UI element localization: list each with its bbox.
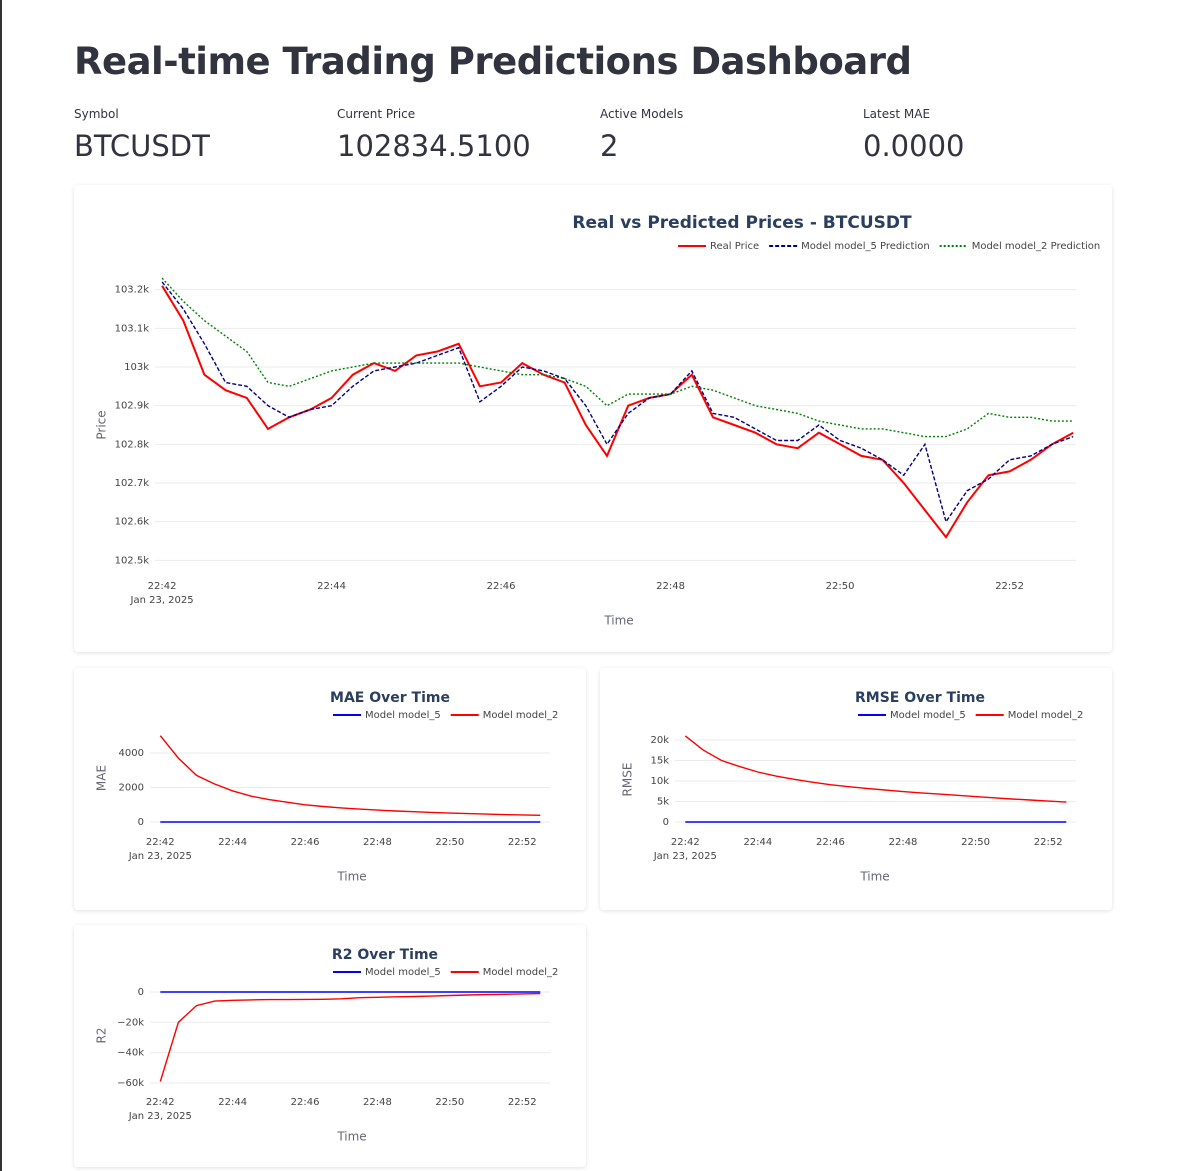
x-date-label: Jan 23, 2025 <box>128 851 192 862</box>
y-tick-label: 102.8k <box>115 439 150 450</box>
y-tick-label: 0 <box>663 817 669 828</box>
legend-label: Model model_5 Prediction <box>801 241 930 252</box>
chart-card <box>74 668 586 910</box>
y-tick-label: 20k <box>650 735 669 746</box>
y-tick-label: 5k <box>657 796 669 807</box>
x-date-label: Jan 23, 2025 <box>128 1111 192 1122</box>
x-tick-label: 22:52 <box>508 1097 537 1108</box>
metric: Latest MAE 0.0000 <box>863 107 964 163</box>
metric: Current Price 102834.5100 <box>337 107 531 163</box>
legend-label: Model model_2 <box>483 710 559 721</box>
metric-value: 0.0000 <box>863 129 965 163</box>
y-tick-label: 102.9k <box>115 401 150 412</box>
series-line <box>161 277 1074 438</box>
page-title: Real-time Trading Predictions Dashboard <box>74 40 912 83</box>
legend-label: Model model_2 <box>1008 710 1084 721</box>
x-axis-title: Time <box>859 870 889 884</box>
y-axis-title: Price <box>95 410 109 439</box>
y-tick-label: 103.1k <box>115 323 150 334</box>
x-tick-label: 22:50 <box>961 837 990 848</box>
series-line <box>159 735 541 816</box>
y-axis-title: R2 <box>95 1028 109 1044</box>
y-tick-label: 103.2k <box>115 285 150 296</box>
x-date-label: Jan 23, 2025 <box>130 595 194 606</box>
metric-label: Active Models <box>600 107 684 121</box>
x-tick-label: 22:50 <box>826 581 855 592</box>
y-axis-title: MAE <box>95 765 109 791</box>
y-tick-label: −40k <box>117 1048 144 1059</box>
legend-label: Real Price <box>710 241 759 252</box>
x-tick-label: 22:48 <box>363 1097 392 1108</box>
metric-label: Latest MAE <box>863 107 931 121</box>
y-tick-label: 102.7k <box>115 478 150 489</box>
series-line <box>684 735 1067 803</box>
metric: Active Models 2 <box>600 107 683 163</box>
chart-card <box>74 185 1112 652</box>
x-tick-label: 22:46 <box>291 1097 320 1108</box>
y-tick-label: 10k <box>650 776 669 787</box>
x-tick-label: 22:48 <box>889 837 918 848</box>
x-tick-label: 22:42 <box>148 581 177 592</box>
metric-value: BTCUSDT <box>74 129 210 163</box>
x-tick-label: 22:42 <box>146 837 175 848</box>
series-line <box>161 285 1074 539</box>
legend-label: Model model_2 <box>483 967 559 978</box>
y-tick-label: 15k <box>650 755 669 766</box>
x-tick-label: 22:48 <box>363 837 392 848</box>
x-tick-label: 22:50 <box>435 1097 464 1108</box>
metric-label: Symbol <box>74 107 119 121</box>
metric-label: Current Price <box>337 107 416 121</box>
x-tick-label: 22:44 <box>218 1097 247 1108</box>
legend-label: Model model_5 <box>890 710 966 721</box>
x-axis-title: Time <box>603 614 633 628</box>
x-tick-label: 22:52 <box>1034 837 1063 848</box>
x-tick-label: 22:52 <box>995 581 1024 592</box>
x-tick-label: 22:52 <box>508 837 537 848</box>
y-axis-title: RMSE <box>621 763 635 797</box>
chart-title: RMSE Over Time <box>855 690 985 706</box>
legend-label: Model model_5 <box>365 967 441 978</box>
chart-title: R2 Over Time <box>332 947 438 963</box>
legend-label: Model model_2 Prediction <box>972 241 1101 252</box>
x-tick-label: 22:44 <box>218 837 247 848</box>
metric-value: 102834.5100 <box>337 129 531 163</box>
y-tick-label: 0 <box>138 817 144 828</box>
chart-title: MAE Over Time <box>330 690 450 706</box>
x-tick-label: 22:42 <box>146 1097 175 1108</box>
series-line <box>161 281 1074 524</box>
x-date-label: Jan 23, 2025 <box>653 851 717 862</box>
x-axis-title: Time <box>336 1130 366 1144</box>
y-tick-label: 2000 <box>119 782 144 793</box>
legend-label: Model model_5 <box>365 710 441 721</box>
chart-card <box>74 925 586 1167</box>
metric: Symbol BTCUSDT <box>74 107 210 163</box>
x-tick-label: 22:44 <box>743 837 772 848</box>
series-line <box>159 992 541 1082</box>
metric-value: 2 <box>600 129 619 163</box>
x-tick-label: 22:48 <box>656 581 685 592</box>
x-tick-label: 22:46 <box>291 837 320 848</box>
chart-card <box>600 668 1112 910</box>
x-axis-title: Time <box>336 870 366 884</box>
y-tick-label: 102.6k <box>115 517 150 528</box>
y-tick-label: 0 <box>138 987 144 998</box>
y-tick-label: −60k <box>117 1078 144 1089</box>
x-tick-label: 22:46 <box>816 837 845 848</box>
x-tick-label: 22:44 <box>317 581 346 592</box>
x-tick-label: 22:46 <box>487 581 516 592</box>
window-edge <box>0 0 2 1171</box>
y-tick-label: −20k <box>117 1017 144 1028</box>
chart-title: Real vs Predicted Prices - BTCUSDT <box>572 213 912 233</box>
y-tick-label: 4000 <box>119 748 144 759</box>
y-tick-label: 102.5k <box>115 555 150 566</box>
y-tick-label: 103k <box>124 362 149 373</box>
x-tick-label: 22:50 <box>435 837 464 848</box>
x-tick-label: 22:42 <box>671 837 700 848</box>
